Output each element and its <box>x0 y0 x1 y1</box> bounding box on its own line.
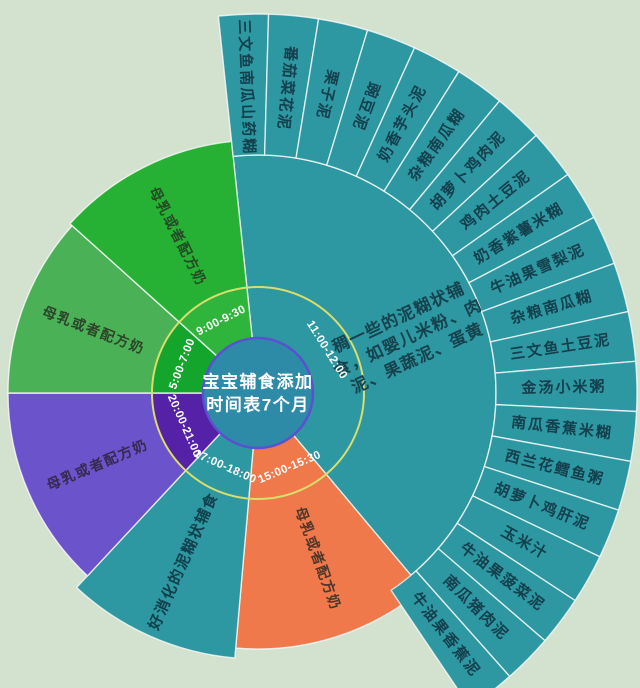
center-circle <box>201 336 315 450</box>
page-title: 宝宝辅食添加时间表7个月 <box>203 371 314 414</box>
food-item-label: 三文鱼南瓜山药糊 <box>235 19 258 156</box>
food-item-label: 金汤小米粥 <box>520 377 606 396</box>
food-item-wedge <box>390 570 511 688</box>
accent-yellow-ring <box>151 286 365 500</box>
